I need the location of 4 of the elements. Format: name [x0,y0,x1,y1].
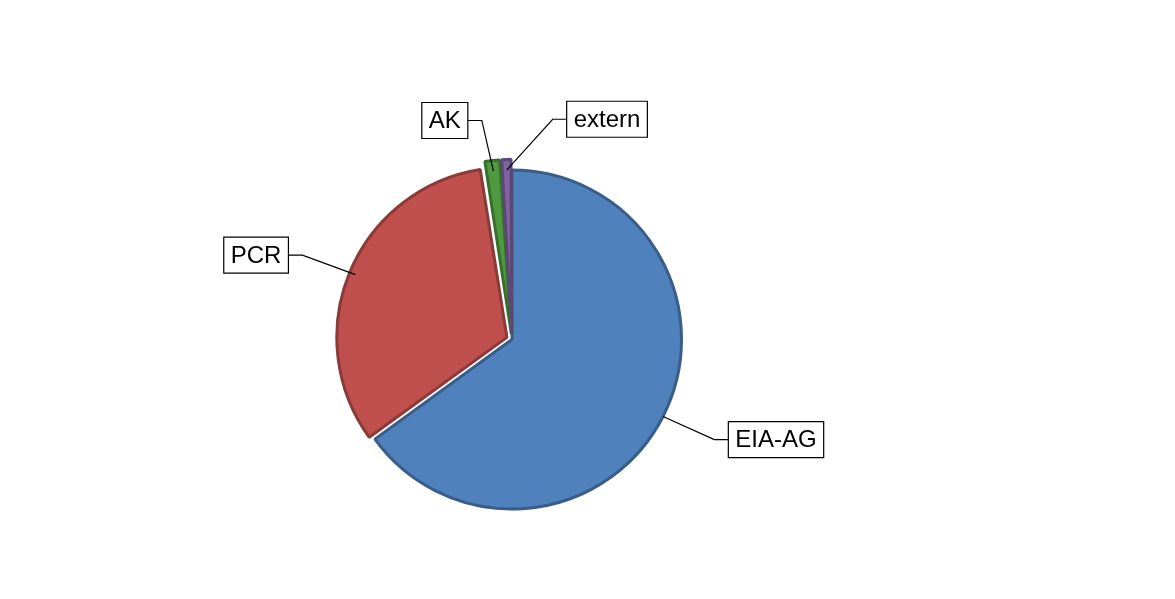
slice-label: AK [428,106,461,134]
slice-label: extern [573,104,641,132]
slice-label: EIA-AG [735,425,817,453]
slice-label: PCR [230,240,282,268]
